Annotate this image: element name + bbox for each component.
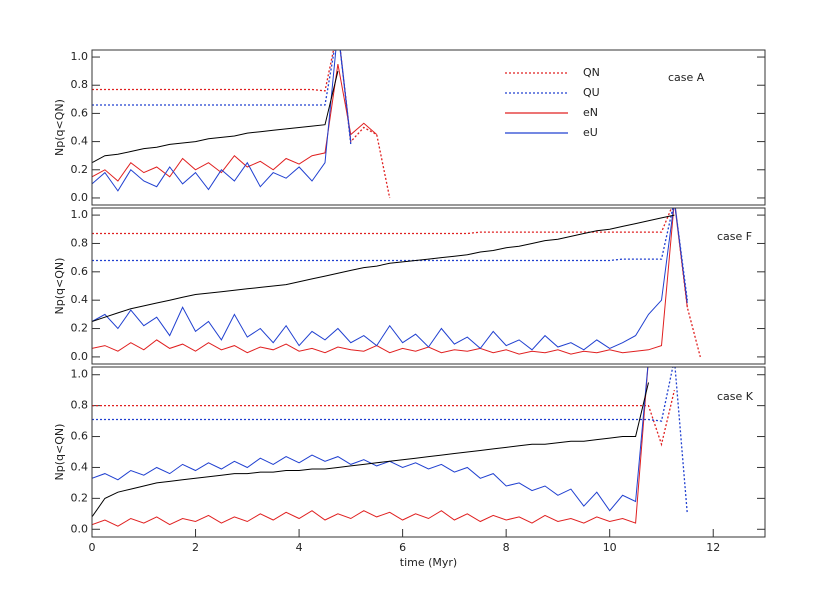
- data-line: [92, 50, 391, 199]
- y-tick-label: 0.8: [71, 78, 89, 91]
- plot-area: [92, 367, 688, 527]
- data-line: [92, 390, 676, 447]
- data-line: [92, 367, 649, 512]
- y-tick-label: 0.6: [71, 106, 89, 119]
- annotation: case K: [717, 390, 754, 403]
- y-axis-label: Np(q<QN): [53, 424, 66, 481]
- legend-label: QN: [583, 66, 600, 79]
- x-tick-label: 8: [503, 541, 510, 554]
- data-line: [92, 50, 352, 192]
- x-tick-label: 10: [603, 541, 617, 554]
- data-line: [92, 214, 675, 322]
- data-line: [92, 208, 701, 358]
- annotation: case F: [717, 230, 752, 243]
- legend-label: QU: [583, 86, 600, 99]
- data-line: [92, 208, 688, 301]
- plot-area: [92, 208, 701, 358]
- y-tick-label: 1.0: [71, 208, 89, 221]
- x-tick-label: 2: [192, 541, 199, 554]
- y-tick-label: 0.8: [71, 236, 89, 249]
- y-tick-label: 0.0: [71, 522, 89, 535]
- data-line: [92, 382, 649, 518]
- x-tick-label: 6: [399, 541, 406, 554]
- data-line: [92, 50, 352, 145]
- frame: [91, 49, 766, 206]
- y-tick-label: 1.0: [71, 368, 89, 381]
- y-tick-label: 1.0: [71, 50, 89, 63]
- y-tick-label: 0.4: [71, 293, 89, 306]
- data-line: [92, 367, 688, 514]
- data-line: [92, 208, 688, 355]
- y-tick-label: 0.8: [71, 399, 89, 412]
- legend-label: eU: [583, 126, 598, 139]
- y-tick-label: 0.6: [71, 430, 89, 443]
- y-axis-label: Np(q<QN): [53, 258, 66, 315]
- y-tick-label: 0.0: [71, 350, 89, 363]
- legend-label: eN: [583, 106, 598, 119]
- y-tick-label: 0.0: [71, 191, 89, 204]
- y-tick-label: 0.4: [71, 460, 89, 473]
- data-line: [92, 208, 688, 351]
- plot-area: [92, 50, 391, 199]
- annotation: case A: [668, 71, 705, 84]
- y-tick-label: 0.2: [71, 163, 89, 176]
- frame: [91, 207, 766, 365]
- x-axis-label: time (Myr): [400, 556, 457, 569]
- y-tick-label: 0.2: [71, 322, 89, 335]
- y-axis-label: Np(q<QN): [53, 99, 66, 156]
- data-line: [92, 70, 339, 164]
- y-tick-label: 0.2: [71, 491, 89, 504]
- y-tick-label: 0.4: [71, 135, 89, 148]
- frame: [91, 366, 766, 538]
- x-tick-label: 0: [89, 541, 96, 554]
- y-tick-label: 0.6: [71, 265, 89, 278]
- data-line: [92, 64, 378, 182]
- data-line: [92, 367, 649, 527]
- x-tick-label: 12: [706, 541, 720, 554]
- x-tick-label: 4: [296, 541, 303, 554]
